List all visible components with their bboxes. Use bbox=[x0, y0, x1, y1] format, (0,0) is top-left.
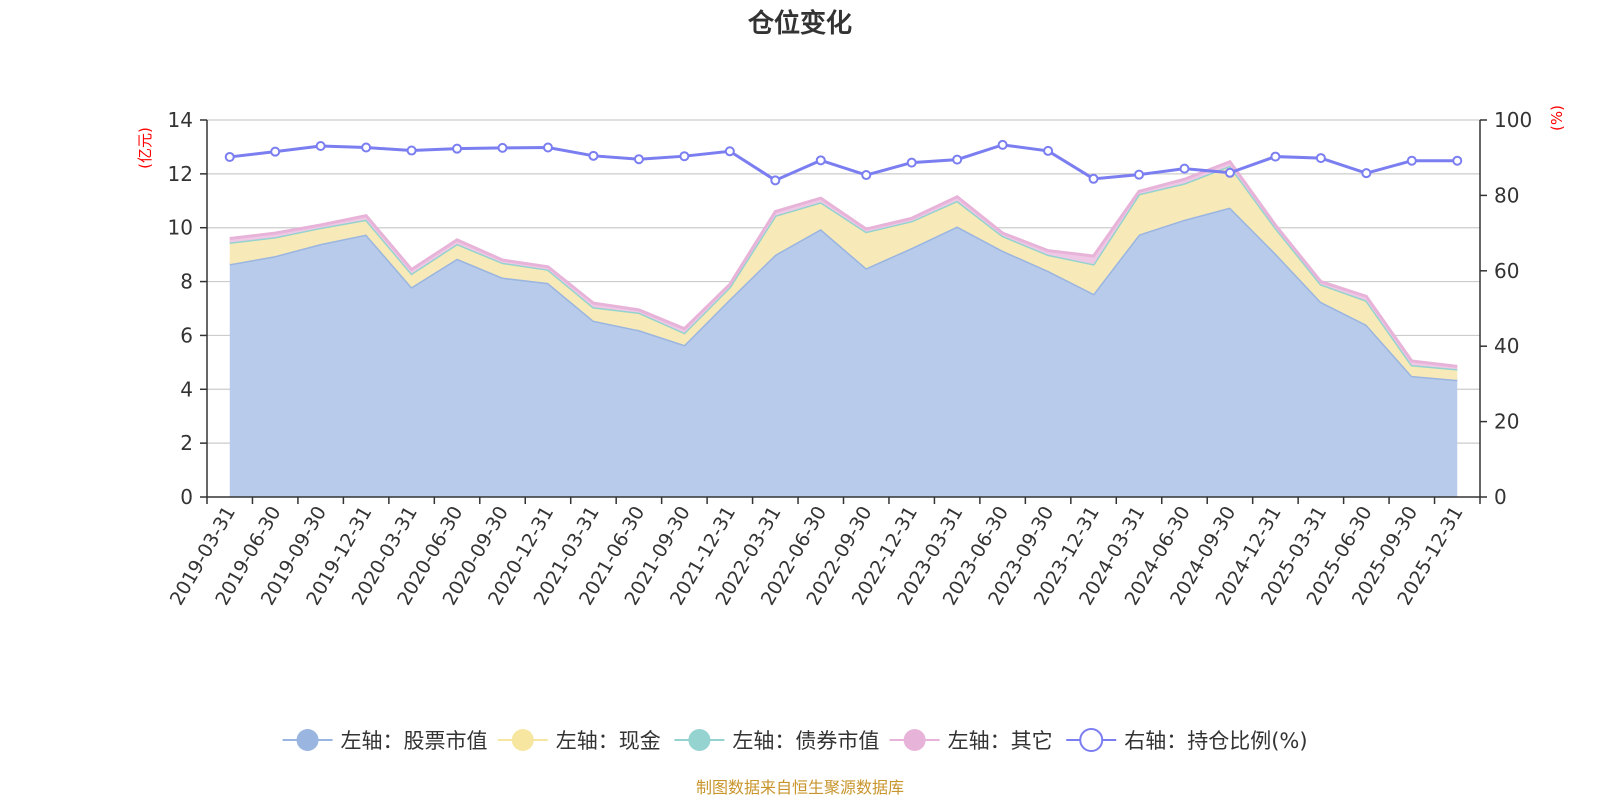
left-tick-label-14: 14 bbox=[168, 108, 193, 132]
ratio-point-23 bbox=[1270, 151, 1281, 162]
legend-label-1: 左轴：现金 bbox=[556, 729, 661, 753]
legend-label-2: 左轴：债券市值 bbox=[732, 729, 879, 753]
right-tick-label-60: 60 bbox=[1494, 259, 1519, 283]
ratio-point-0 bbox=[224, 151, 235, 162]
left-tick-label-0: 0 bbox=[180, 485, 193, 509]
right-tick-label-40: 40 bbox=[1494, 334, 1519, 358]
stacked-areas bbox=[229, 159, 1458, 497]
ratio-point-20 bbox=[1134, 169, 1145, 180]
ratio-point-9 bbox=[633, 154, 644, 165]
holding-ratio-line bbox=[224, 139, 1463, 186]
ratio-point-12 bbox=[770, 175, 781, 186]
ratio-point-6 bbox=[497, 142, 508, 153]
ratio-point-7 bbox=[542, 142, 553, 153]
ratio-point-24 bbox=[1315, 153, 1326, 164]
left-tick-label-2: 2 bbox=[180, 431, 193, 455]
legend-marker-0 bbox=[296, 729, 319, 751]
legend-marker-3 bbox=[903, 729, 926, 751]
left-tick-label-12: 12 bbox=[168, 162, 193, 186]
ratio-point-3 bbox=[361, 142, 372, 153]
ratio-point-22 bbox=[1224, 167, 1235, 178]
ratio-point-14 bbox=[861, 170, 872, 181]
left-tick-label-6: 6 bbox=[180, 323, 193, 347]
ratio-point-19 bbox=[1088, 173, 1099, 184]
ratio-point-25 bbox=[1361, 168, 1372, 179]
ratio-point-27 bbox=[1452, 155, 1463, 166]
ratio-point-4 bbox=[406, 145, 417, 156]
ratio-point-13 bbox=[815, 155, 826, 166]
legend-label-0: 左轴：股票市值 bbox=[341, 729, 488, 753]
left-tick-label-4: 4 bbox=[180, 377, 193, 401]
right-tick-label-0: 0 bbox=[1494, 485, 1507, 509]
ratio-line bbox=[229, 143, 1458, 183]
area-series-0 bbox=[229, 207, 1458, 497]
chart-title: 仓位变化 bbox=[747, 8, 852, 39]
left-axis-unit: (亿元) bbox=[136, 127, 154, 169]
left-tick-label-10: 10 bbox=[168, 216, 193, 240]
ratio-point-11 bbox=[724, 146, 735, 157]
ratio-point-10 bbox=[679, 151, 690, 162]
area-top-line-3 bbox=[229, 159, 1458, 368]
legend-marker-1 bbox=[511, 729, 534, 751]
ratio-point-5 bbox=[452, 143, 463, 154]
ratio-point-21 bbox=[1179, 163, 1190, 174]
legend-label-3: 左轴：其它 bbox=[948, 729, 1053, 753]
ratio-point-2 bbox=[315, 141, 326, 152]
area-series-1 bbox=[229, 165, 1458, 380]
data-source: 制图数据来自恒生聚源数据库 bbox=[696, 778, 904, 797]
ratio-point-26 bbox=[1406, 155, 1417, 166]
legend-marker-4 bbox=[1079, 728, 1104, 752]
legend-label-4: 右轴：持仓比例(%) bbox=[1124, 729, 1307, 753]
ratio-point-8 bbox=[588, 150, 599, 161]
right-axis-unit: (%) bbox=[1548, 105, 1566, 131]
ratio-point-17 bbox=[997, 139, 1008, 150]
legend: 左轴：股票市值 左轴：现金 左轴：债券市值 左轴：其它 右轴：持仓比例(%) bbox=[282, 728, 1308, 753]
right-tick-label-80: 80 bbox=[1494, 183, 1519, 207]
ratio-point-15 bbox=[906, 157, 917, 168]
ratio-point-18 bbox=[1043, 145, 1054, 156]
ratio-point-16 bbox=[952, 154, 963, 165]
ratio-point-1 bbox=[270, 146, 281, 157]
right-tick-label-100: 100 bbox=[1494, 108, 1532, 132]
left-tick-label-8: 8 bbox=[180, 270, 193, 294]
right-tick-label-20: 20 bbox=[1494, 410, 1519, 434]
legend-marker-2 bbox=[688, 729, 711, 751]
